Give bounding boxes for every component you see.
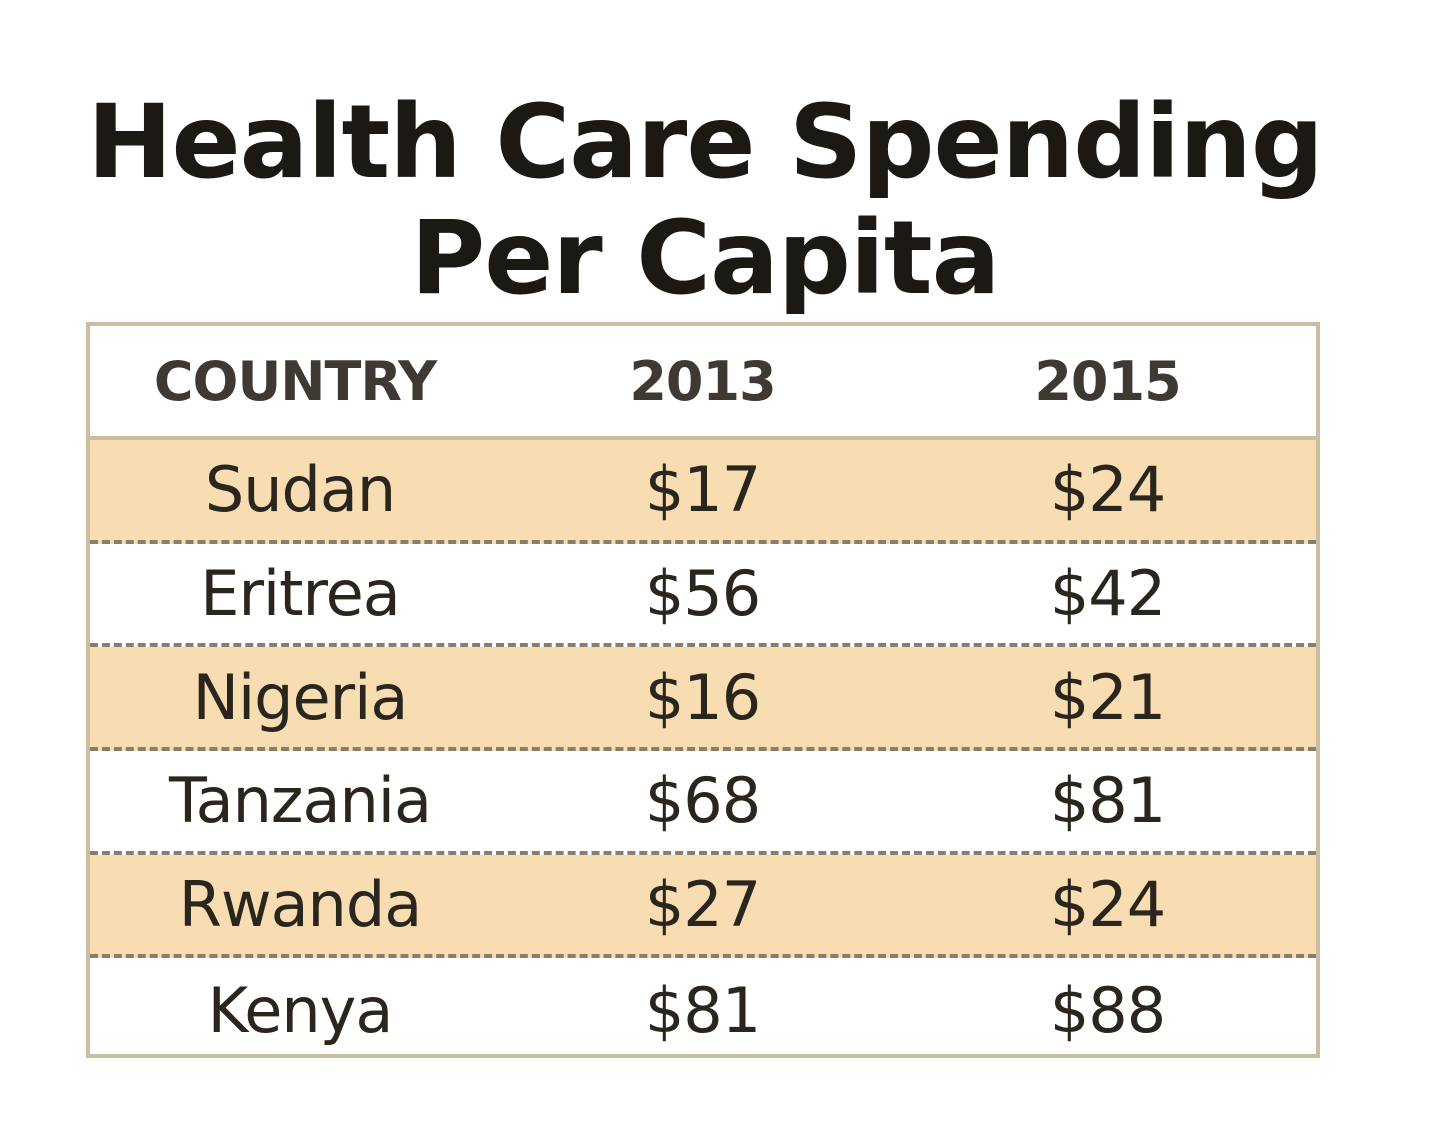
table-header: COUNTRY 2013 2015 — [90, 326, 1316, 440]
row-2015-cell: $88 — [1049, 973, 1166, 1047]
row-country-cell: Kenya — [207, 973, 394, 1047]
row-country-cell: Sudan — [204, 453, 396, 527]
table-row: Kenya $81 $88 — [90, 958, 1316, 1062]
table-row: Sudan $17 $24 — [90, 440, 1316, 544]
row-2013-cell: $27 — [644, 868, 761, 941]
column-header-country: COUNTRY — [153, 349, 437, 413]
row-country-cell: Rwanda — [178, 868, 422, 941]
row-2015-cell: $24 — [1049, 453, 1166, 527]
table-row: Rwanda $27 $24 — [90, 854, 1316, 959]
column-header-2013: 2013 — [629, 349, 776, 413]
row-2015-cell: $81 — [1049, 764, 1166, 838]
row-2013-cell: $68 — [644, 764, 761, 838]
row-country-cell: Tanzania — [169, 764, 432, 838]
table-row: Tanzania $68 $81 — [90, 751, 1316, 855]
row-2015-cell: $21 — [1049, 660, 1166, 734]
row-2013-cell: $16 — [644, 660, 761, 734]
table-row: Nigeria $16 $21 — [90, 647, 1316, 751]
column-header-2015: 2015 — [1034, 349, 1181, 413]
row-country-cell: Nigeria — [192, 660, 409, 734]
spending-table: COUNTRY 2013 2015 Sudan $17 $24 Eritrea … — [86, 322, 1320, 1058]
row-2015-cell: $42 — [1049, 556, 1166, 630]
row-2013-cell: $17 — [644, 453, 761, 527]
row-2013-cell: $56 — [644, 556, 761, 630]
table-row: Eritrea $56 $42 — [90, 544, 1316, 648]
chart-title-line-2: Per Capita — [410, 199, 1000, 318]
row-2013-cell: $81 — [644, 973, 761, 1047]
chart-title-line-1: Health Care Spending — [87, 83, 1324, 202]
row-2015-cell: $24 — [1049, 868, 1166, 941]
row-country-cell: Eritrea — [200, 556, 400, 630]
